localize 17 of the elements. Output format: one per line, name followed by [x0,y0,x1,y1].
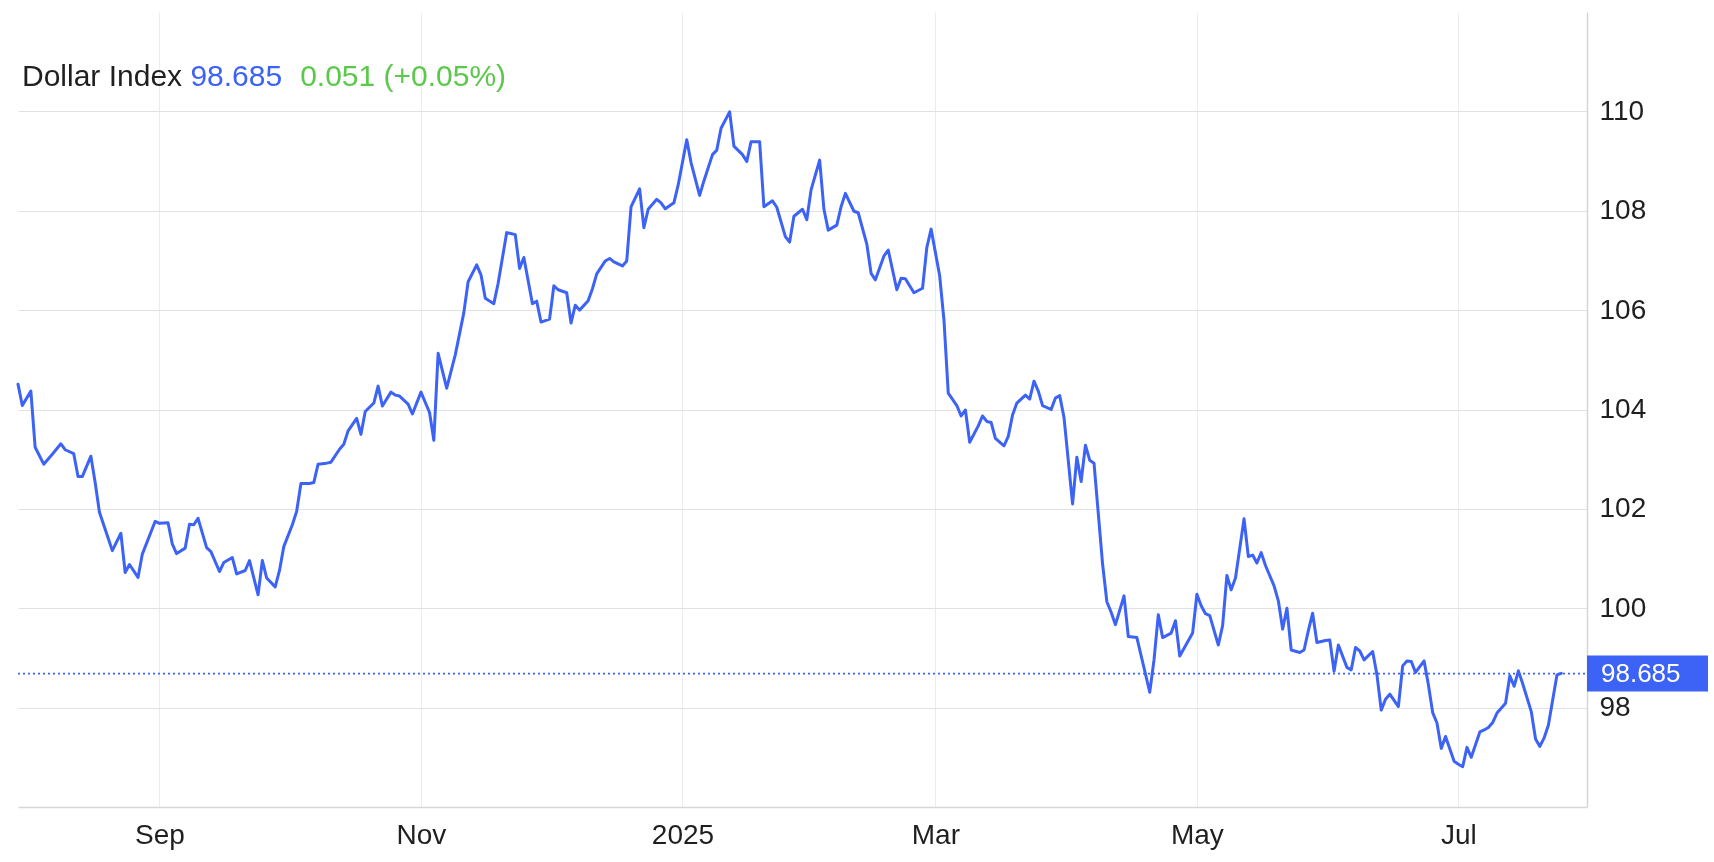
text: Dollar Index [22,59,183,92]
x-tick-label: Sep [135,818,185,850]
x-tick-label: Mar [911,818,961,850]
x-tick-label: Nov [396,818,447,850]
x-tick-label: 2025 [651,818,715,850]
x-tick-label: Jul [1440,818,1477,850]
y-tick-label: 98 [1599,691,1631,723]
y-tick-label: 110 [1599,94,1645,126]
annotation: 98.685 [190,59,283,92]
y-tick-label: 102 [1599,492,1647,524]
y-tick-label: 100 [1599,591,1647,623]
annotation: 0.051 (+0.05%) [300,59,507,92]
y-tick-label: 104 [1599,393,1647,424]
y-tick-label: 106 [1599,293,1647,325]
y-tick-label: 108 [1599,194,1647,226]
ref-line-label: 98.685 [1601,657,1681,688]
x-tick-label: May [1170,818,1224,850]
